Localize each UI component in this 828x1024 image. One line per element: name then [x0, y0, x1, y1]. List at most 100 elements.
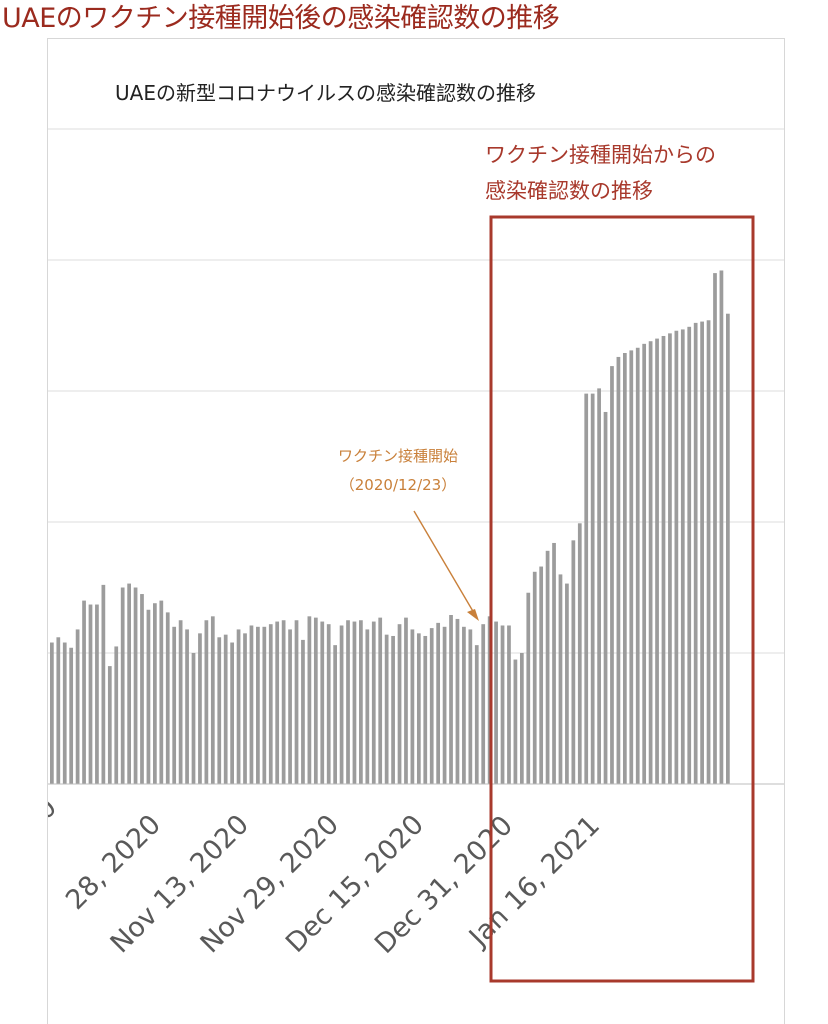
vaccine-start-annotation: ワクチン接種開始 （2020/12/23）	[338, 447, 479, 621]
bar	[713, 273, 717, 784]
bar	[146, 609, 151, 784]
bar	[313, 617, 318, 784]
bar	[687, 326, 692, 784]
bar	[700, 321, 704, 784]
chart-title: UAEの新型コロナウイルスの感染確認数の推移	[115, 81, 536, 105]
bar	[88, 604, 93, 784]
bar	[539, 566, 544, 784]
bar	[82, 600, 86, 784]
bar	[410, 629, 415, 784]
bar	[397, 624, 402, 784]
bar	[62, 642, 67, 784]
bar	[198, 633, 202, 784]
bar	[532, 571, 537, 784]
bar	[359, 620, 363, 784]
bar	[56, 637, 61, 784]
annotation-arrow-line	[413, 510, 475, 614]
bar	[462, 626, 466, 784]
bar	[275, 621, 280, 784]
bar	[706, 320, 711, 784]
bar	[449, 615, 453, 784]
bar	[442, 626, 447, 784]
bar	[236, 629, 241, 784]
bar	[404, 617, 408, 784]
bar	[668, 333, 672, 784]
bar	[133, 587, 138, 784]
bar	[165, 612, 170, 784]
bar	[571, 540, 576, 784]
bar	[178, 620, 183, 784]
bar	[268, 624, 273, 784]
bar	[210, 616, 215, 784]
bar	[655, 338, 659, 784]
bar	[294, 620, 299, 784]
bar	[674, 330, 679, 784]
bar	[217, 637, 222, 784]
bar	[616, 356, 621, 784]
bar	[95, 604, 99, 784]
bar	[610, 366, 614, 784]
bar	[107, 666, 112, 784]
bar	[429, 628, 434, 784]
bar	[629, 350, 634, 784]
bar	[552, 542, 556, 784]
bar	[307, 616, 312, 784]
bar	[127, 583, 131, 784]
bar	[474, 645, 479, 784]
bar	[378, 617, 383, 784]
bar	[661, 335, 666, 784]
bar	[371, 621, 376, 784]
highlight-label-line1: ワクチン接種開始からの	[485, 143, 716, 167]
bar	[423, 635, 428, 784]
chart-panel: UAEの新型コロナウイルスの感染確認数の推移 0 28, 2020 Nov 13, …	[47, 38, 785, 1024]
bar	[243, 633, 247, 784]
bar	[346, 620, 350, 784]
bar	[481, 624, 486, 784]
vaccination-period-highlight	[489, 215, 755, 983]
bar	[642, 343, 647, 784]
bar	[69, 647, 74, 784]
bar	[513, 659, 518, 784]
bar	[120, 587, 125, 784]
bar	[223, 634, 228, 784]
vaccine-start-label: ワクチン接種開始	[338, 447, 458, 465]
bar	[230, 642, 234, 784]
bar	[75, 629, 80, 784]
bar	[719, 270, 724, 784]
bar	[436, 622, 441, 784]
bar	[584, 393, 589, 784]
bar	[320, 621, 325, 784]
bar	[288, 629, 292, 784]
bar	[494, 621, 498, 784]
bar	[159, 600, 164, 784]
bar	[333, 645, 338, 784]
bar	[545, 550, 550, 784]
bar	[391, 635, 395, 784]
annotation-arrow-head	[467, 609, 479, 621]
bar	[326, 624, 331, 784]
bar	[352, 621, 357, 784]
page-title: UAEのワクチン接種開始後の感染確認数の推移	[2, 3, 560, 34]
bar	[726, 313, 730, 784]
bar	[597, 388, 601, 784]
bar	[565, 583, 569, 784]
bar	[140, 594, 144, 784]
bar	[648, 341, 653, 784]
vaccine-start-date: （2020/12/23）	[340, 476, 456, 494]
bar	[500, 625, 505, 784]
bar	[693, 322, 698, 784]
bar	[635, 347, 640, 784]
x-tick-label: 0	[48, 792, 63, 826]
bar	[50, 642, 54, 784]
bar	[301, 639, 305, 784]
bar	[185, 629, 189, 784]
bar	[590, 393, 595, 784]
bar	[101, 584, 106, 784]
bar	[114, 646, 119, 784]
bar	[622, 353, 627, 784]
bar	[365, 629, 370, 784]
bar	[281, 620, 286, 784]
bar	[204, 620, 209, 784]
bar	[603, 411, 608, 784]
